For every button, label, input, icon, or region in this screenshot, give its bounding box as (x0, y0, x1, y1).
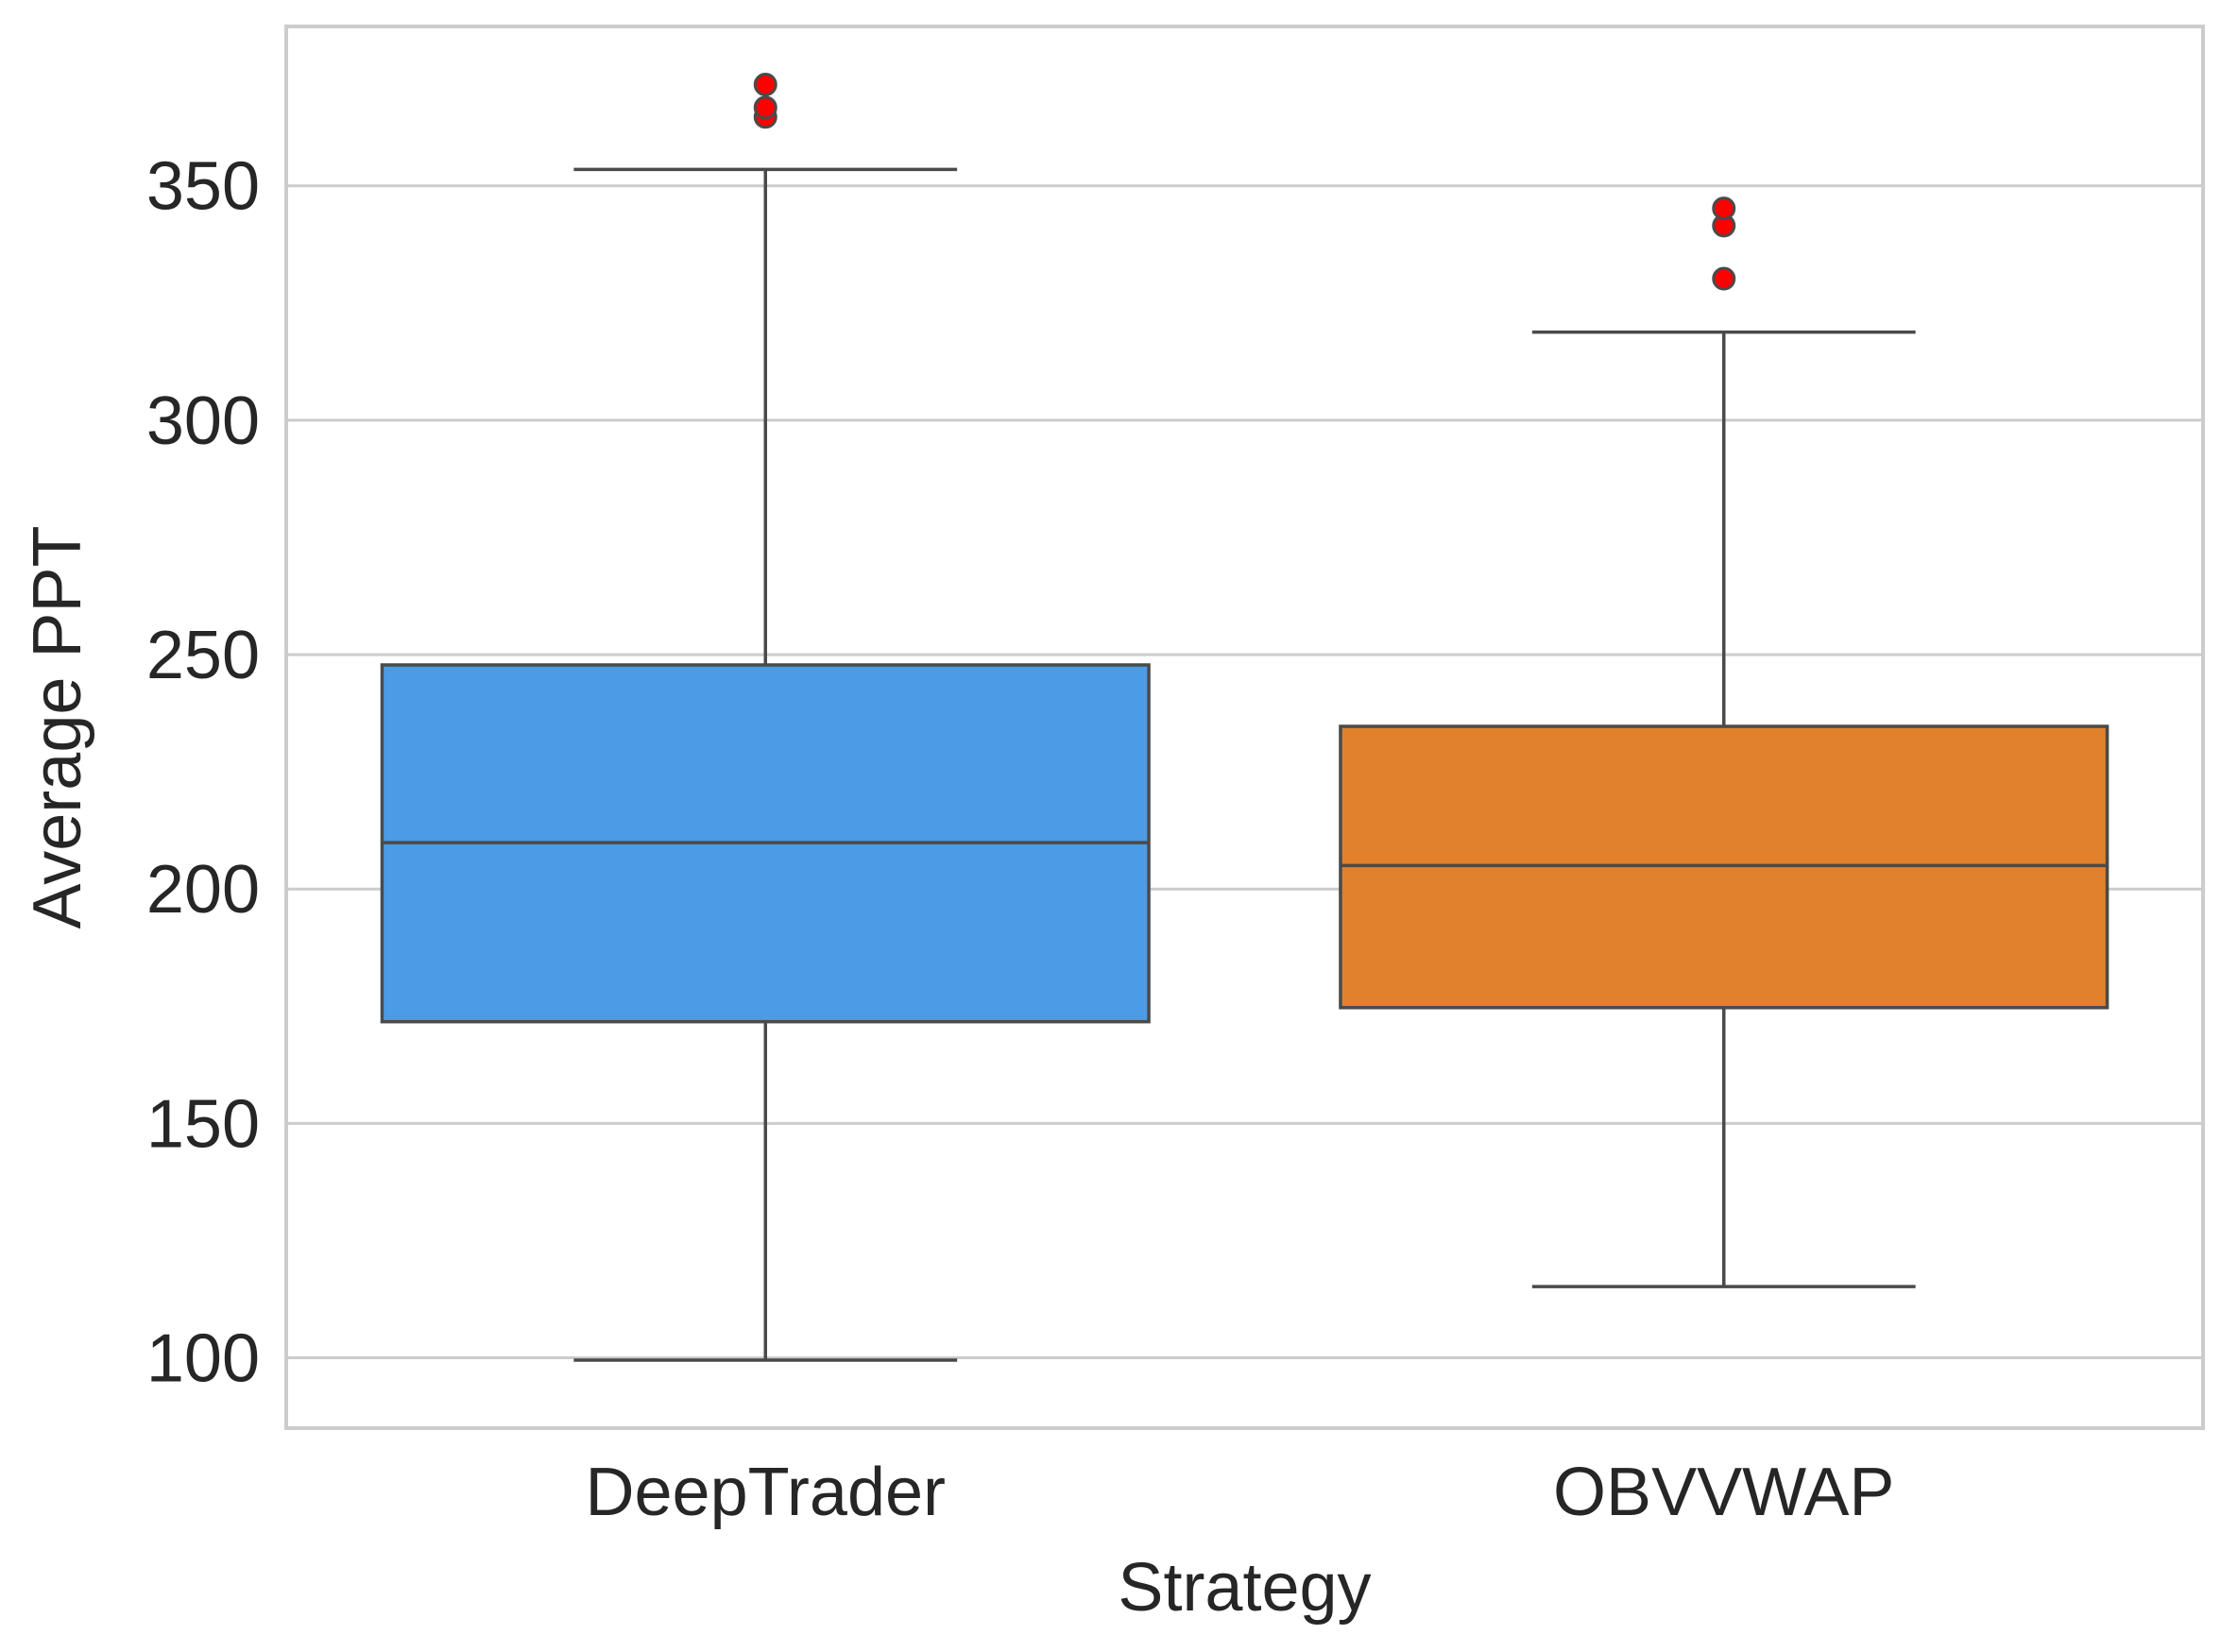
x-tick-label-obvvwap: OBVVWAP (1553, 1455, 1894, 1530)
outlier-point-deeptrader-1 (753, 95, 777, 120)
x-tick-labels: DeepTrader OBVVWAP (585, 1455, 1894, 1530)
y-tick-label-250: 250 (146, 618, 260, 693)
box-series (380, 73, 2110, 1362)
y-tick-label-200: 200 (146, 852, 260, 928)
outlier-point-obvvwap-2 (1712, 196, 1736, 221)
outlier-point-deeptrader-2 (753, 73, 777, 97)
x-tick-label-deeptrader: DeepTrader (585, 1455, 946, 1530)
y-tick-label-100: 100 (146, 1321, 260, 1397)
outlier-point-obvvwap-0 (1712, 266, 1736, 291)
y-tick-label-300: 300 (146, 383, 260, 459)
y-tick-label-350: 350 (146, 149, 260, 225)
y-tick-labels: 100 150 200 250 300 350 (146, 149, 260, 1397)
y-tick-label-150: 150 (146, 1086, 260, 1162)
plot-frame (284, 25, 2205, 1430)
box-obvvwap (1339, 196, 2110, 1288)
y-axis-label: Average PPT (20, 526, 95, 929)
box-deeptrader (380, 73, 1151, 1362)
x-axis-label: Strategy (1118, 1550, 1371, 1626)
